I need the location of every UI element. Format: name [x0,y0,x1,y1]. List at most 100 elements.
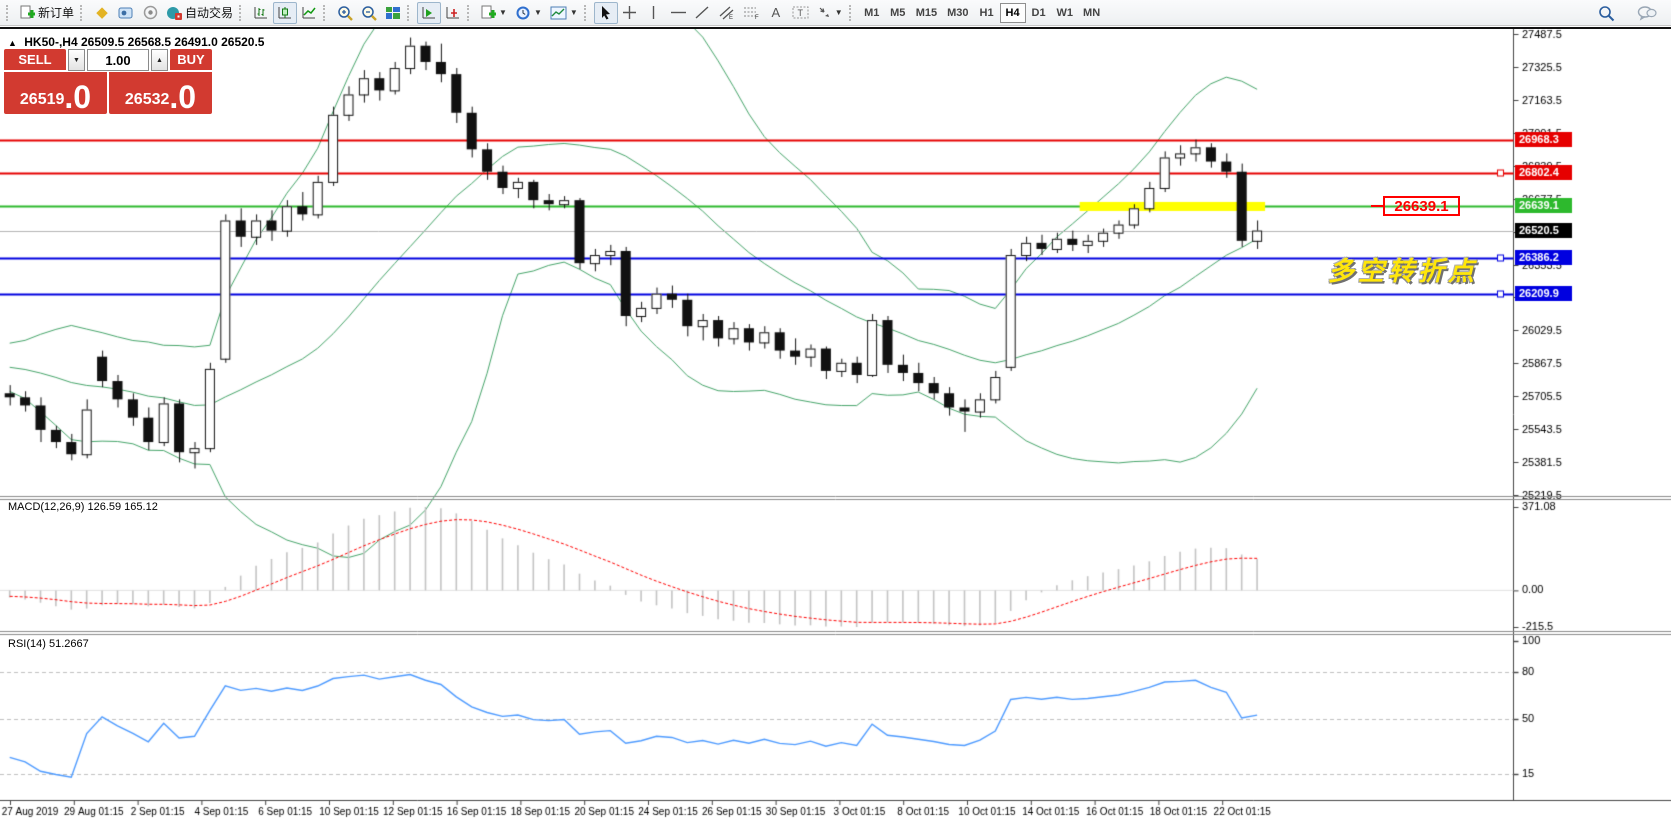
zoom-in-button[interactable] [333,2,357,24]
sell-price-main: 26519 [19,91,65,108]
new-order-button[interactable]: 新订单 [16,2,78,24]
one-click-trading-panel: SELL ▼ ▲ BUY 26519 .0 26532 .0 [4,49,212,114]
templates-icon [550,6,567,20]
candlestick-chart-button[interactable] [273,1,298,24]
chat-button[interactable] [1633,2,1661,24]
data-window-icon [118,6,134,20]
sell-button[interactable]: SELL [4,49,66,71]
search-icon [1599,5,1615,21]
toolbar-grip [239,4,245,21]
text-label-button[interactable]: T [788,2,813,24]
periods-button[interactable]: ▼ [511,2,546,24]
timeframe-h4-button[interactable]: H4 [999,2,1026,23]
timeframe-m30-button[interactable]: M30 [947,6,969,19]
toolbar-grip [467,4,473,21]
horizontal-line-button[interactable] [666,2,691,24]
crosshair-icon [622,5,637,20]
svg-text:F: F [755,15,759,20]
price-note-box[interactable]: 26639.1 [1371,196,1460,216]
symbol-info: ▲ HK50-,H4 26509.5 26568.5 26491.0 26520… [8,35,264,49]
expand-triangle-icon: ▲ [8,38,17,48]
sell-price-button[interactable]: 26519 .0 [4,72,107,114]
buy-button[interactable]: BUY [170,49,212,71]
auto-scroll-icon [421,5,437,20]
rsi-label: RSI(14) 51.2667 [8,638,89,650]
chart-window: ▲ HK50-,H4 26509.5 26568.5 26491.0 26520… [0,27,1671,839]
svg-text:T: T [797,8,803,18]
chart-canvas[interactable] [0,29,1671,839]
timeframe-d1-button[interactable]: D1 [1031,6,1046,19]
search-button[interactable] [1594,2,1619,24]
bars-chart-icon [253,5,269,20]
timeframe-mn-button[interactable]: MN [1083,6,1101,19]
indicators-button[interactable]: ▼ [477,2,511,24]
volume-down-button[interactable]: ▼ [68,49,85,71]
buy-price-button[interactable]: 26532 .0 [109,72,212,114]
toolbar-grip [848,4,855,21]
timeframe-m15-button[interactable]: M15 [915,6,938,19]
vertical-line-icon [649,5,658,20]
dropdown-caret-icon: ▼ [533,8,542,17]
sounds-button[interactable] [138,2,162,24]
dropdown-caret-icon: ▼ [499,8,507,17]
autotrading-button[interactable]: 自动交易 [162,2,237,24]
sell-price-pips: .0 [64,78,92,115]
new-order-icon [20,5,35,20]
buy-price-pips: .0 [169,78,197,115]
toolbar-grip [80,4,86,21]
dropdown-caret-icon: ▼ [569,8,578,17]
fibonacci-button[interactable]: F [739,2,764,24]
toolbar-grip [323,4,329,21]
fibonacci-icon: F [743,5,760,20]
arrows-button[interactable]: ▼ [813,2,847,24]
text-a-icon: A [771,5,781,20]
autotrading-label: 自动交易 [185,6,234,20]
clock-icon [515,5,531,21]
timeframe-h1-button[interactable]: H1 [979,6,994,19]
text-button[interactable]: A [764,2,788,24]
timeframe-w1-button[interactable]: W1 [1056,6,1074,19]
trendline-button[interactable] [691,2,715,24]
data-window-button[interactable] [114,2,138,24]
chart-shift-button[interactable] [441,2,465,24]
bars-chart-button[interactable] [249,2,273,24]
crosshair-button[interactable] [618,2,642,24]
line-chart-button[interactable] [297,2,321,24]
chat-icon [1637,6,1657,21]
zoom-out-button[interactable] [357,2,381,24]
timeframe-m1-button[interactable]: M1 [864,6,880,19]
zoom-in-icon [337,5,353,21]
broadcast-icon [143,5,158,20]
vertical-line-button[interactable] [642,2,666,24]
toolbar-grip [583,4,590,21]
trendline-icon [695,5,710,20]
volume-input[interactable] [87,49,149,71]
toolbar: 新订单 ◆ 自动交易 [0,0,1671,26]
buy-price-main: 26532 [124,91,170,108]
candlestick-chart-icon [277,5,293,20]
diamond-icon: ◆ [96,4,108,21]
toolbar-grip [6,4,12,21]
symbol-name: HK50-,H4 [24,35,78,49]
turning-point-note[interactable]: 多空转折点 [1328,256,1479,286]
volume-up-button[interactable]: ▲ [151,49,168,71]
dropdown-caret-icon: ▼ [834,8,843,17]
zoom-out-icon [361,5,377,21]
templates-button[interactable]: ▼ [546,2,582,24]
channel-button[interactable]: E [715,2,739,24]
auto-scroll-button[interactable] [417,1,442,24]
indicators-icon [481,5,497,20]
market-watch-button[interactable]: ◆ [90,2,114,24]
timeframe-m5-button[interactable]: M5 [890,6,906,19]
arrows-icon [817,5,832,20]
tile-windows-button[interactable] [381,2,405,24]
toolbar-grip [407,4,413,21]
horizontal-line-icon [670,8,687,17]
cursor-button[interactable] [593,1,618,24]
autotrading-icon [166,5,183,20]
symbol-ohlc: 26509.5 26568.5 26491.0 26520.5 [80,35,265,49]
cursor-arrow-icon [599,5,612,20]
channel-icon: E [719,5,735,20]
svg-text:E: E [729,15,733,20]
